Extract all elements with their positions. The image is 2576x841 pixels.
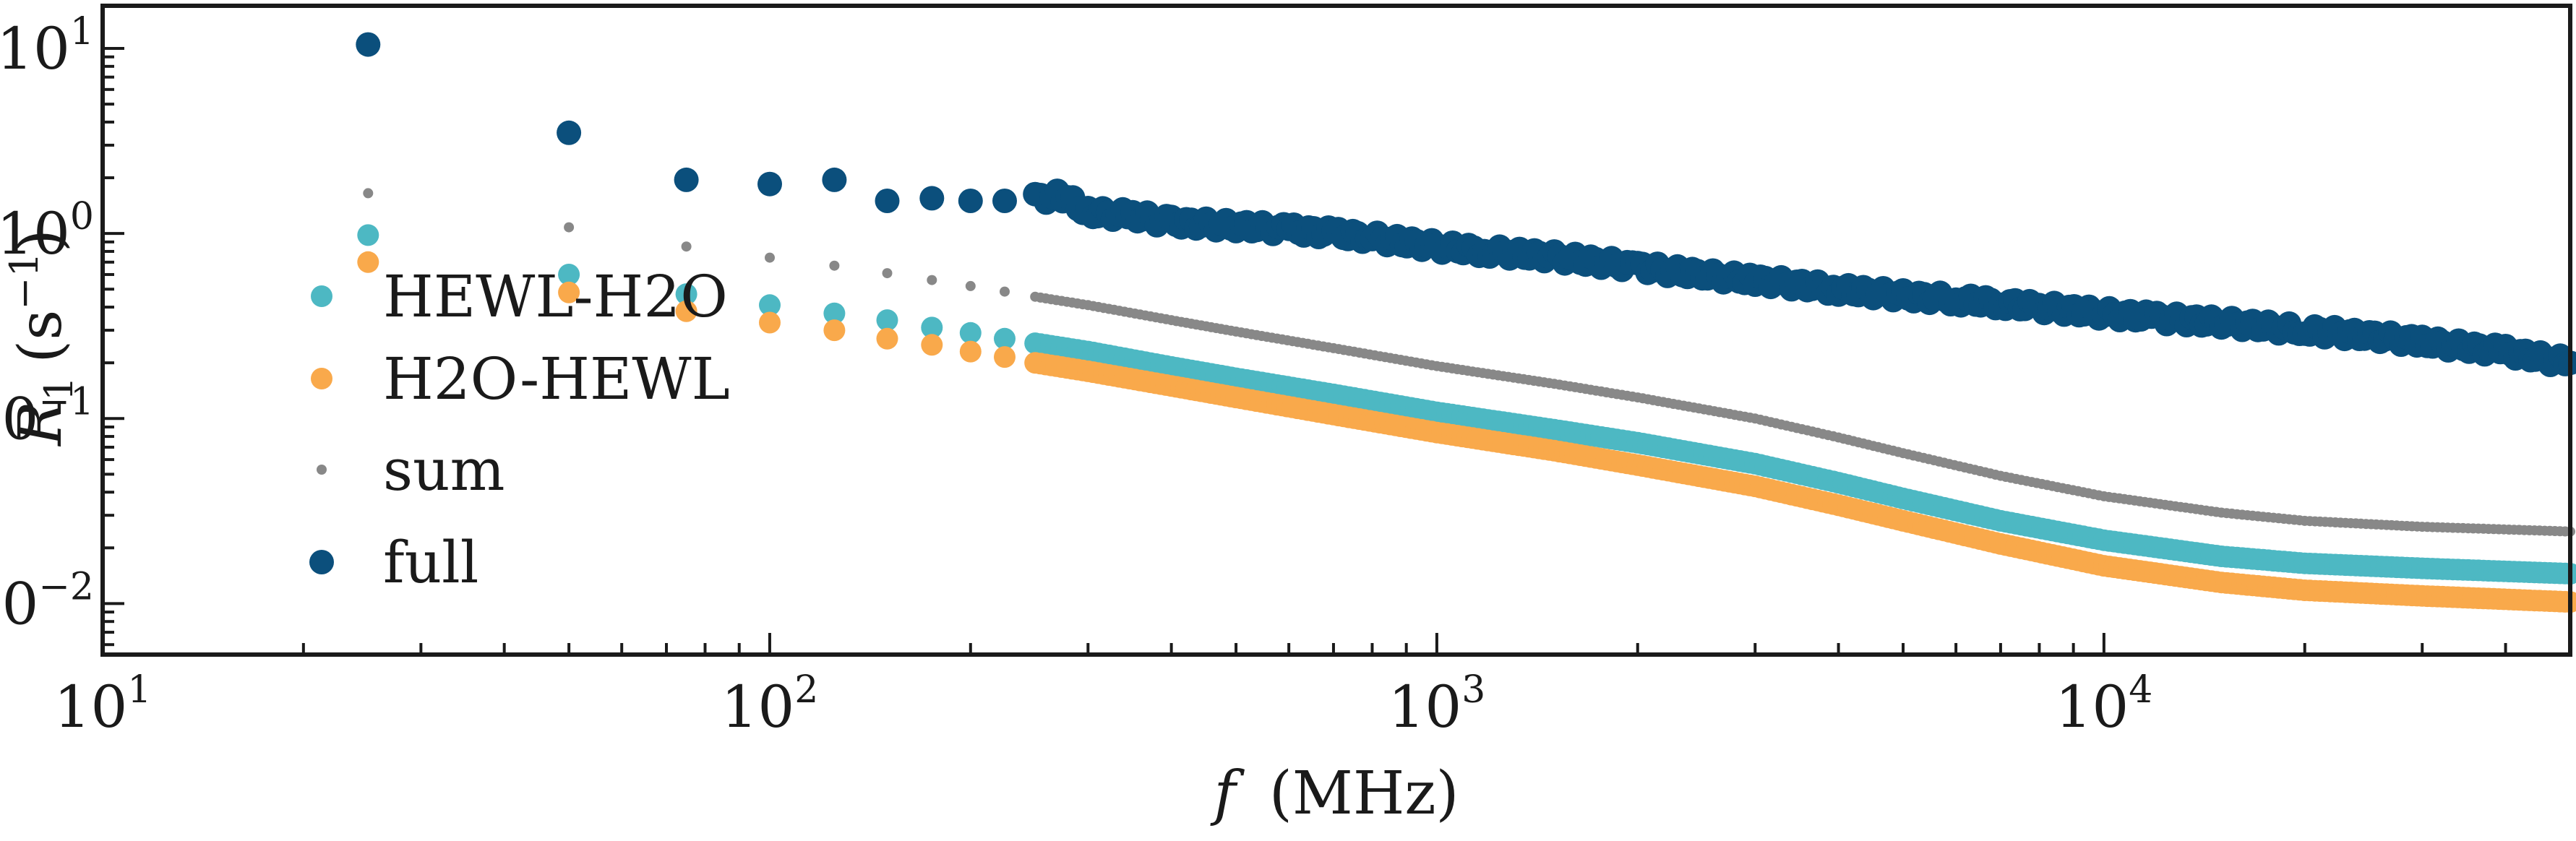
point-sum — [927, 275, 937, 285]
x-tick-base: 10 — [1388, 673, 1461, 741]
y-tick-exp: 0 — [70, 195, 94, 238]
point-HEWL-H2O — [357, 224, 379, 246]
x-tick-label: 103 — [1388, 668, 1485, 741]
y-tick-label: 101 — [0, 10, 94, 82]
point-full — [992, 189, 1017, 213]
point-full — [958, 189, 983, 213]
series-sum — [363, 188, 2575, 537]
point-sum — [564, 222, 575, 233]
y-tick-exp: −2 — [38, 565, 94, 608]
point-HEWL-H2O — [675, 283, 697, 306]
point-H2O-HEWL — [357, 251, 379, 273]
legend-marker — [317, 465, 327, 475]
point-HEWL-H2O — [921, 316, 943, 339]
y-tick-label: 10−1 — [0, 380, 94, 452]
point-HEWL-H2O — [823, 302, 846, 324]
legend-item-H2O-HEWL: H2O-HEWL — [311, 345, 730, 413]
legend-item-HEWL-H2O: HEWL-H2O — [311, 263, 728, 330]
y-tick-label: 100 — [0, 195, 94, 267]
point-H2O-HEWL — [959, 340, 982, 363]
legend-marker — [311, 285, 332, 307]
legend-marker — [311, 368, 332, 389]
point-HEWL-H2O — [558, 264, 580, 285]
series-HEWL-H2O — [357, 224, 2576, 585]
x-axis-label-var: f — [1209, 759, 1245, 828]
y-tick-exp: 1 — [70, 10, 94, 53]
point-full — [674, 167, 699, 192]
y-axis-label: R1 (s−1) — [1, 229, 82, 447]
point-HEWL-H2O — [876, 309, 898, 332]
legend-label: H2O-HEWL — [383, 345, 730, 413]
point-full — [875, 189, 900, 213]
legend-item-full: full — [309, 529, 478, 596]
y-axis-label-unit-close: ) — [7, 229, 75, 252]
point-H2O-HEWL — [558, 281, 580, 303]
point-sum — [681, 241, 692, 252]
x-tick-label: 101 — [54, 668, 152, 741]
point-H2O-HEWL — [675, 300, 697, 322]
point-HEWL-H2O — [959, 322, 982, 344]
y-tick-base: 10 — [0, 570, 38, 637]
point-full — [557, 120, 582, 145]
point-sum — [1000, 286, 1010, 297]
y-axis-label-var: R — [7, 401, 75, 447]
y-tick-base: 10 — [0, 200, 70, 267]
point-H2O-HEWL — [823, 319, 846, 342]
x-tick-base: 10 — [54, 673, 128, 741]
point-sum — [829, 260, 840, 271]
x-axis-label-unit: (MHz) — [1269, 759, 1459, 828]
y-tick-base: 10 — [0, 15, 70, 82]
y-axis-label-unit-open: (s — [7, 310, 75, 363]
y-axis-label-unit-sup: −1 — [1, 252, 47, 310]
legend-item-sum: sum — [317, 436, 505, 504]
point-full — [919, 186, 945, 211]
y-axis-label-sub: 1 — [36, 376, 82, 401]
legend-label: full — [383, 529, 478, 596]
y-tick-exp: −1 — [38, 380, 94, 423]
x-tick-exp: 3 — [1461, 668, 1485, 712]
x-tick-label: 102 — [721, 668, 819, 741]
x-tick-base: 10 — [721, 673, 795, 741]
x-tick-exp: 4 — [2129, 668, 2152, 712]
x-tick-label: 104 — [2055, 668, 2152, 741]
series-layer — [356, 32, 2576, 613]
point-full — [757, 171, 782, 197]
point-HEWL-H2O — [994, 327, 1016, 350]
legend: HEWL-H2O H2O-HEWL sum full — [309, 263, 730, 596]
x-tick-base: 10 — [2055, 673, 2129, 741]
legend-label: sum — [383, 436, 505, 504]
point-H2O-HEWL — [994, 346, 1016, 368]
point-full — [822, 167, 847, 192]
point-HEWL-H2O — [759, 294, 781, 316]
point-sum — [363, 188, 374, 199]
point-H2O-HEWL — [876, 327, 898, 350]
x-axis-label: f (MHz) — [1209, 759, 1459, 828]
series-H2O-HEWL — [357, 251, 2576, 613]
x-tick-exp: 2 — [794, 668, 818, 712]
point-sum — [965, 280, 976, 291]
point-H2O-HEWL — [759, 311, 781, 334]
point-H2O-HEWL — [921, 334, 943, 356]
point-full — [356, 32, 381, 57]
legend-marker — [309, 550, 334, 574]
point-sum — [765, 252, 775, 263]
series-full — [356, 32, 2576, 377]
legend-label: HEWL-H2O — [383, 263, 728, 330]
point-sum — [882, 268, 893, 279]
y-tick-label: 10−2 — [0, 565, 94, 637]
y-tick-base: 10 — [0, 385, 38, 452]
x-tick-exp: 1 — [127, 668, 151, 712]
